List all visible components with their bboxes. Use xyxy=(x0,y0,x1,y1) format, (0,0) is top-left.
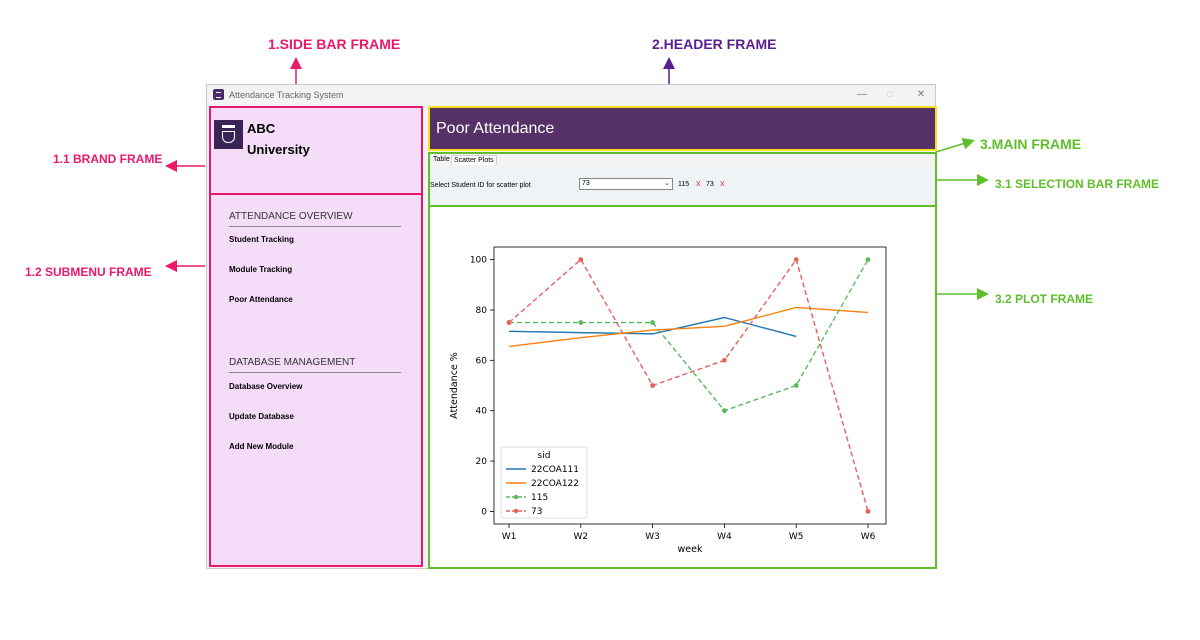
header-frame: Poor Attendance xyxy=(428,106,937,151)
app-window: Attendance Tracking System — □ ✕ ABC Uni… xyxy=(206,84,937,569)
divider xyxy=(229,226,401,227)
selected-id-chip: 115 xyxy=(678,181,690,188)
data-point xyxy=(506,320,512,325)
x-tick-label: W5 xyxy=(789,532,804,542)
x-tick-label: W6 xyxy=(861,532,876,542)
selection-bar-frame: Select Student ID for scatter plot 73 ⌄ … xyxy=(430,167,935,207)
student-id-select-value: 73 xyxy=(582,180,590,187)
y-tick-label: 60 xyxy=(476,356,488,366)
annotation-plot-frame: 3.2 PLOT FRAME xyxy=(995,292,1094,306)
sidebar-item-add-new-module[interactable]: Add New Module xyxy=(229,442,294,451)
sidebar-item-module-tracking[interactable]: Module Tracking xyxy=(229,265,293,274)
section-title-attendance: ATTENDANCE OVERVIEW xyxy=(229,211,353,222)
remove-chip-button[interactable]: X xyxy=(720,181,725,188)
plot-frame: 0 20 40 60 80 100 W1 W2 W3 W4 W5 W6 week Attendance %… xyxy=(430,207,935,567)
x-tick-label: W2 xyxy=(573,532,588,542)
annotation-submenu-frame: 1.2 SUBMENU FRAME xyxy=(25,265,152,279)
legend-entry: 22COA111 xyxy=(531,465,579,475)
selected-id-chip: 73 xyxy=(706,181,714,188)
annotation-main-frame: 3.MAIN FRAME xyxy=(980,136,1082,152)
x-tick-label: W1 xyxy=(502,532,517,542)
minimize-button[interactable]: — xyxy=(857,89,867,100)
annotation-header-frame: 2.HEADER FRAME xyxy=(652,36,777,52)
x-tick-label: W3 xyxy=(645,532,660,542)
annotation-sidebar-frame: 1.SIDE BAR FRAME xyxy=(268,36,401,52)
series-line xyxy=(508,258,869,512)
annotation-selection-bar-frame: 3.1 SELECTION BAR FRAME xyxy=(995,177,1160,191)
annotation-brand-frame: 1.1 BRAND FRAME xyxy=(53,152,163,166)
window-title: Attendance Tracking System xyxy=(229,90,344,100)
y-tick-label: 0 xyxy=(481,507,487,517)
main-arrow xyxy=(935,137,975,153)
student-id-select[interactable]: 73 ⌄ xyxy=(579,178,673,190)
brand-name: ABC University xyxy=(247,118,337,160)
sidebar-frame: ABC University ATTENDANCE OVERVIEW Stude… xyxy=(209,106,423,567)
legend-title: sid xyxy=(538,451,551,461)
data-point xyxy=(650,383,655,388)
legend xyxy=(500,446,588,519)
data-point xyxy=(793,257,799,262)
x-tick-label: W4 xyxy=(717,532,732,542)
y-tick-label: 100 xyxy=(470,256,487,266)
brand-frame: ABC University xyxy=(211,108,421,195)
legend-marker xyxy=(513,494,519,500)
sidebar-item-poor-attendance[interactable]: Poor Attendance xyxy=(229,295,293,304)
remove-chip-button[interactable]: X xyxy=(696,181,701,188)
data-point xyxy=(578,320,584,325)
section-title-database: DATABASE MANAGEMENT xyxy=(229,357,356,368)
data-point xyxy=(578,257,584,262)
data-point xyxy=(722,408,727,414)
tab-bar: Table Scatter Plots xyxy=(430,154,935,167)
main-frame: Table Scatter Plots Select Student ID fo… xyxy=(428,152,937,569)
data-point xyxy=(650,320,655,325)
y-tick-label: 80 xyxy=(476,306,488,316)
series-line xyxy=(508,306,869,348)
y-axis-label: Attendance % xyxy=(449,352,460,419)
x-axis-label: week xyxy=(678,544,703,555)
close-button[interactable]: ✕ xyxy=(916,89,926,100)
maximize-button[interactable]: □ xyxy=(886,89,894,100)
tab-table[interactable]: Table xyxy=(433,156,450,163)
data-point xyxy=(793,383,799,388)
legend-entry: 115 xyxy=(531,493,548,503)
legend-marker xyxy=(513,508,519,514)
sidebar-item-database-overview[interactable]: Database Overview xyxy=(229,382,303,391)
tab-scatter-plots[interactable]: Scatter Plots xyxy=(451,155,497,165)
app-icon xyxy=(213,89,224,100)
university-shield-icon xyxy=(214,120,243,149)
title-bar: Attendance Tracking System — □ ✕ xyxy=(207,85,935,105)
series-line xyxy=(508,316,797,338)
page-title: Poor Attendance xyxy=(436,120,555,137)
sidebar-item-student-tracking[interactable]: Student Tracking xyxy=(229,235,294,244)
data-point xyxy=(722,357,727,363)
y-tick-label: 20 xyxy=(476,457,488,467)
brand-line-2: University xyxy=(247,142,310,157)
series-line xyxy=(509,259,869,412)
legend-entry: 22COA122 xyxy=(531,479,579,489)
chevron-down-icon: ⌄ xyxy=(664,180,670,187)
sidebar-item-update-database[interactable]: Update Database xyxy=(229,412,294,421)
data-point xyxy=(865,257,871,262)
data-point xyxy=(865,509,871,514)
y-tick-label: 40 xyxy=(476,407,488,417)
attendance-chart: 0 20 40 60 80 100 W1 W2 W3 W4 W5 W6 week Attendance %… xyxy=(449,246,887,555)
selection-label: Select Student ID for scatter plot xyxy=(430,182,531,189)
brand-line-1: ABC xyxy=(247,121,276,136)
divider xyxy=(229,372,401,373)
legend-entry: 73 xyxy=(531,507,542,517)
